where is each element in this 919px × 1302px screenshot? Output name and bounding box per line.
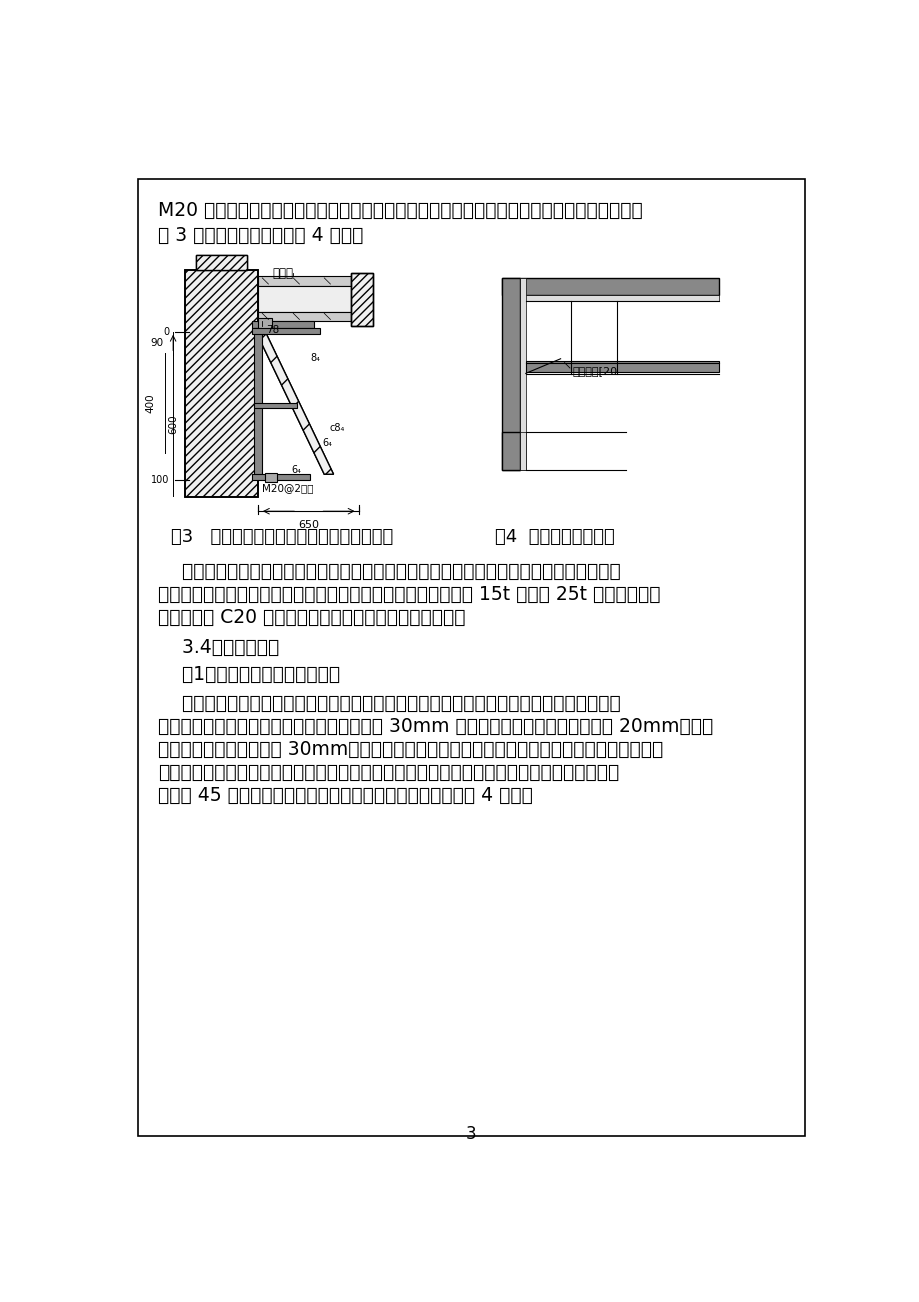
Bar xyxy=(252,474,310,480)
Bar xyxy=(185,271,258,497)
Text: 每层土方开挖至支撑位置后，根据测量组放出的支撑中心线反算出钢牛腿三角托架顶面标: 每层土方开挖至支撑位置后，根据测量组放出的支撑中心线反算出钢牛腿三角托架顶面标 xyxy=(157,562,619,581)
Bar xyxy=(519,432,525,470)
Bar xyxy=(502,432,519,470)
Bar xyxy=(351,272,373,327)
Text: 650: 650 xyxy=(298,521,319,530)
Text: 支撑中心标高偏差不大于 30mm。经检查合格的支撑按部位进行编号以免错用，支撑采用吊机一: 支撑中心标高偏差不大于 30mm。经检查合格的支撑按部位进行编号以免错用，支撑采… xyxy=(157,740,663,759)
Text: 焊接槽钢[20: 焊接槽钢[20 xyxy=(572,366,617,376)
Polygon shape xyxy=(255,332,334,474)
Text: c8₄: c8₄ xyxy=(329,423,345,432)
Bar xyxy=(351,272,373,327)
Bar xyxy=(258,311,351,322)
Text: 90: 90 xyxy=(150,339,163,349)
Text: 高，将钢牛腿三角托架固定于围护桩上。钢围檩、钢支撑均采用 15t 门吊或 25t 汽车吊吊装就: 高，将钢牛腿三角托架固定于围护桩上。钢围檩、钢支撑均采用 15t 门吊或 25t… xyxy=(157,585,660,604)
Text: 图 3 及钢围檩角部平面图图 4 所示：: 图 3 及钢围檩角部平面图图 4 所示： xyxy=(157,225,363,245)
Polygon shape xyxy=(255,332,334,474)
Text: 6₄: 6₄ xyxy=(290,465,301,475)
Text: 6₄: 6₄ xyxy=(322,437,332,448)
Text: 位。然后用 C20 细石混凝土填充钢围檩与围护桩间空隙。: 位。然后用 C20 细石混凝土填充钢围檩与围护桩间空隙。 xyxy=(157,608,465,628)
Text: 400: 400 xyxy=(145,393,155,413)
Text: 78: 78 xyxy=(266,326,279,335)
Bar xyxy=(519,277,525,470)
Text: 3.4、钢支撑施工: 3.4、钢支撑施工 xyxy=(157,638,278,656)
Bar xyxy=(502,277,719,294)
Text: 直撑安装前根据相关计算，将标准管段先在地面进行预拼接并检查支撑的平整度，保证支: 直撑安装前根据相关计算，将标准管段先在地面进行预拼接并检查支撑的平整度，保证支 xyxy=(157,694,619,712)
Bar xyxy=(252,322,313,328)
Bar xyxy=(196,255,246,271)
Bar xyxy=(185,271,258,497)
Text: M20@2柱间: M20@2柱间 xyxy=(262,483,313,493)
Bar xyxy=(252,328,320,335)
Text: 撑长度适当；其两端中心连线的偏差度控制在 30mm 以内，两端中心标高偏差不大于 20mm，同层: 撑长度适当；其两端中心连线的偏差度控制在 30mm 以内，两端中心标高偏差不大于… xyxy=(157,717,712,736)
Text: 图3   钢围檩、钢牛腿三角托架安装制作详图: 图3 钢围檩、钢牛腿三角托架安装制作详图 xyxy=(171,529,392,546)
Bar xyxy=(502,294,719,301)
Text: 8₄: 8₄ xyxy=(310,353,320,363)
Text: 0: 0 xyxy=(163,327,169,337)
Text: 最后用 45 号铸钢钢楔塞紧。钢支撑、活动端安装方法见下图 4 所示：: 最后用 45 号铸钢钢楔塞紧。钢支撑、活动端安装方法见下图 4 所示： xyxy=(157,786,532,805)
Text: 3: 3 xyxy=(466,1125,476,1143)
Bar xyxy=(265,473,277,482)
Bar xyxy=(255,402,297,408)
Text: （1）钢管支撑在地面提前拼装: （1）钢管支撑在地面提前拼装 xyxy=(157,664,339,684)
Text: M20 膨胀螺栓，将钢牛腿三角托架固定于围护桩上。钢围檩、钢牛腿三角托架安装见详图见下: M20 膨胀螺栓，将钢牛腿三角托架固定于围护桩上。钢围檩、钢牛腿三角托架安装见详… xyxy=(157,201,641,220)
Bar xyxy=(258,276,351,285)
Bar xyxy=(258,285,351,311)
Text: 钢围檩: 钢围檩 xyxy=(272,267,293,280)
Bar xyxy=(502,277,519,470)
Text: 次性整体吊装到位，挖机配合。钢支撑吊装到位，用两个组合液压千斤顶同步施加预加轴力，: 次性整体吊装到位，挖机配合。钢支撑吊装到位，用两个组合液压千斤顶同步施加预加轴力… xyxy=(157,763,618,783)
Bar xyxy=(196,255,246,271)
Bar xyxy=(525,361,719,372)
Text: 600: 600 xyxy=(168,414,178,434)
Text: 100: 100 xyxy=(151,475,169,486)
Text: 图4  钢围檩角部平面图: 图4 钢围檩角部平面图 xyxy=(494,529,614,546)
Bar xyxy=(255,328,262,478)
Bar xyxy=(258,318,272,331)
